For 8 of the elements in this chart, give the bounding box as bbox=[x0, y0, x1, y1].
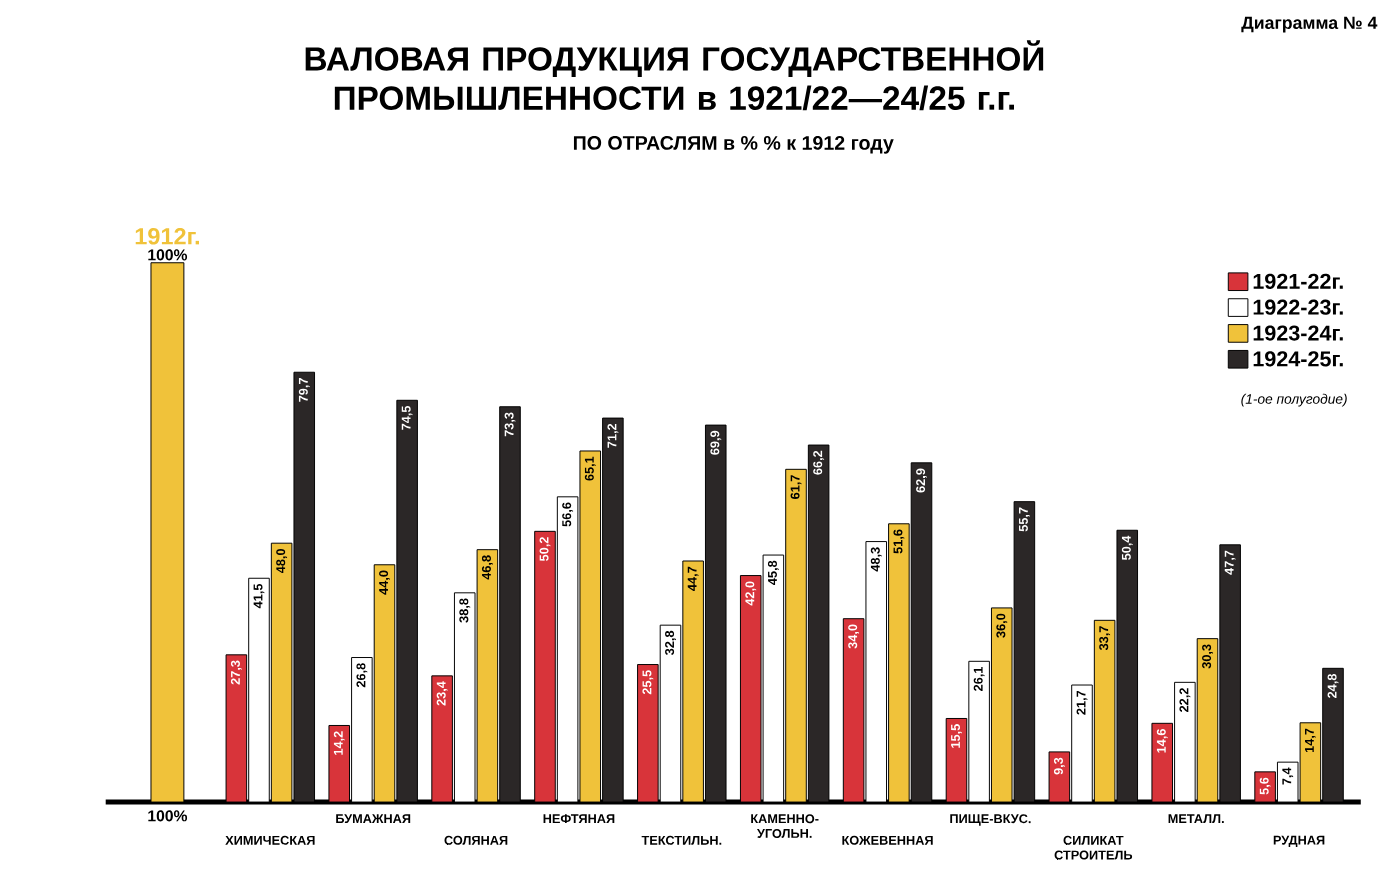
legend-label: 1923-24г. bbox=[1253, 325, 1343, 341]
text: Диаграмма № 4 bbox=[1241, 16, 1378, 33]
series-label: 1912г. bbox=[135, 227, 199, 245]
legend-label: 1922-23г. bbox=[1253, 299, 1343, 315]
chart-title: ВАЛОВАЯ ПРОДУКЦИЯ ГОСУДАРСТВЕННОЙ ПРОМЫШЛЕННОСТИ в 1921/22—24/25 г.г. bbox=[305, 40, 1044, 111]
legend-label: 1921-22г. bbox=[1253, 273, 1343, 289]
legend-label: 1924-25г. bbox=[1253, 351, 1343, 367]
chart-subtitle: ПО ОТРАСЛЯМ в % % к 1912 году bbox=[573, 135, 894, 154]
